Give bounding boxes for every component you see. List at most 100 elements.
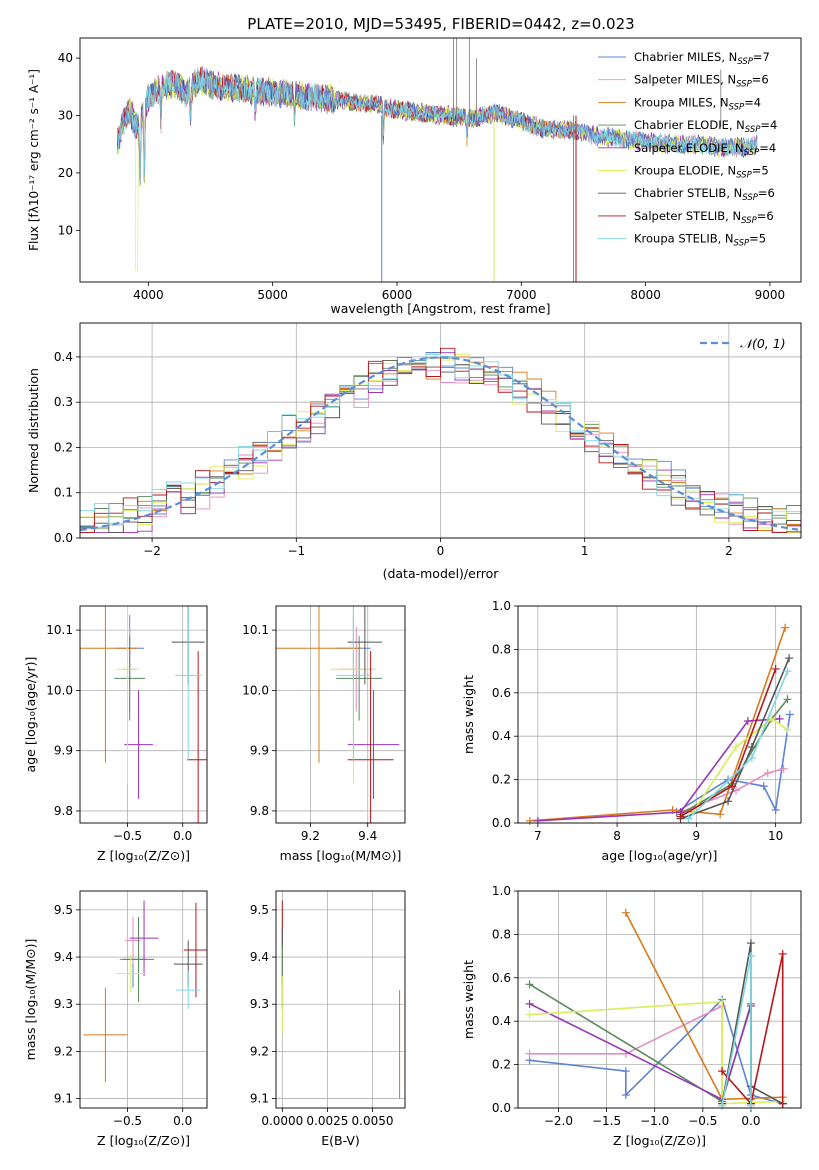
x-tick-label: 0.0025: [306, 1114, 348, 1128]
weight-marker-8: [746, 952, 755, 961]
x-tick-label: 8000: [630, 288, 661, 302]
legend-label: Chabrier STELIB, N: [634, 186, 742, 200]
weight-marker-1: [779, 764, 788, 773]
y-tick-label: 20: [58, 166, 73, 180]
legend-label: Kroupa STELIB, N: [634, 232, 734, 246]
x-tick-label: 6000: [382, 288, 413, 302]
y-tick-label: 9.3: [250, 997, 269, 1011]
x-axis-label: E(B-V): [321, 1133, 360, 1148]
weight-marker-7: [771, 664, 780, 673]
y-tick-label: 9.4: [250, 950, 269, 964]
legend-label: Salpeter STELIB, N: [634, 209, 741, 223]
y-tick-label: 1.0: [492, 599, 511, 613]
y-axis-label: Normed distribution: [26, 368, 41, 493]
weight-marker-2: [525, 816, 534, 825]
weight-line-7: [721, 953, 784, 1106]
weight-marker-8: [746, 1101, 755, 1110]
weight-line-6: [721, 942, 784, 1105]
legend-subscript: SSP: [729, 102, 745, 112]
legend-value: =6: [752, 73, 769, 87]
weight-marker-1: [525, 1049, 534, 1058]
y-tick-label: 0.3: [54, 395, 73, 409]
weight-line-0: [676, 714, 791, 813]
axes-frame: [275, 605, 406, 824]
weight-marker-5: [731, 743, 740, 752]
y-tick-label: 0.4: [54, 350, 73, 364]
weight-marker-7: [778, 1099, 787, 1108]
weight-marker-6: [746, 939, 755, 948]
weight_vs_Z-panel: −2.0 −1.5 −1.0 −0.5 0.0 0.0 0.2 0.4 0.6 0.8 1.0 Z […: [461, 884, 802, 1148]
x-axis-label: Z [log₁₀(Z/Z⊙)]: [613, 1133, 706, 1148]
legend-value: =5: [752, 164, 769, 178]
x-tick-label: −1.0: [640, 1114, 669, 1128]
age_vs_mass-panel: 9.2 9.4 9.8 9.9 10.0 10.1 mass [log₁₀(M/M⊙)]: [242, 605, 406, 863]
y-tick-label: 0.2: [492, 773, 511, 787]
histogram-series-7: [80, 347, 801, 534]
weight-line-2: [529, 627, 786, 822]
y-tick-label: 9.5: [250, 903, 269, 917]
weight-marker-7: [718, 1067, 727, 1076]
y-tick-label: 0.6: [492, 971, 511, 985]
weight-marker-5: [525, 1010, 534, 1019]
legend-subscript: SSP: [744, 148, 760, 158]
y-tick-label: 0.8: [492, 642, 511, 656]
legend-entry-4: Salpeter ELODIE, NSSP=4: [634, 141, 776, 158]
legend-label: Salpeter MILES, N: [634, 73, 736, 87]
axes-frame: [517, 890, 802, 1109]
x-axis-label: mass [log₁₀(M/M⊙)]: [280, 848, 402, 863]
y-tick-label: 10.0: [242, 683, 269, 697]
residuals-panel: −2 −1 0 1 2 0.0 0.1 0.2 0.3 0.4 (data-model)/error…: [26, 322, 802, 581]
weight-marker-6: [747, 743, 756, 752]
weight-marker-0: [759, 782, 768, 791]
legend-value: =6: [757, 209, 774, 223]
legend-subscript: SSP: [736, 171, 752, 181]
x-tick-label: 0.0: [173, 1114, 192, 1128]
legend-entry-0: Chabrier MILES, NSSP=7: [634, 50, 770, 67]
y-tick-label: 0.0: [492, 816, 511, 830]
legend-label: Chabrier MILES, N: [634, 50, 737, 64]
legend-subscript: SSP: [742, 193, 758, 203]
weight-marker-6: [724, 797, 733, 806]
errorbar-points: [80, 606, 207, 823]
axes-frame: [79, 37, 802, 283]
mass_vs_ebv-panel: 0.0000 0.0025 0.0050 9.1 9.2 9.3 9.4 9.5 E(B-V): [250, 890, 406, 1148]
y-axis-label: Flux [fλ10⁻¹⁷ erg cm⁻² s⁻¹ A⁻¹]: [27, 69, 41, 251]
weight-line-5: [529, 1000, 783, 1105]
weight-marker-0: [771, 805, 780, 814]
weight-marker-7: [778, 949, 787, 958]
axes-frame: [79, 322, 802, 539]
y-tick-label: 0.2: [54, 440, 73, 454]
x-tick-label: 9.4: [358, 829, 377, 843]
axes-frame: [517, 605, 802, 824]
legend-entry-6: Chabrier STELIB, NSSP=6: [634, 186, 775, 203]
y-tick-label: 9.1: [250, 1092, 269, 1106]
x-tick-label: 1: [581, 544, 589, 558]
weight-marker-8: [747, 753, 756, 762]
x-axis-label: Z [log₁₀(Z/Z⊙)]: [97, 848, 190, 863]
age_vs_Z-panel: −0.5 0.0 9.8 9.9 10.0 10.1 Z [log₁₀(Z/Z⊙)] age …: [23, 605, 208, 863]
errorbar-points: [83, 900, 207, 1083]
figure-title: PLATE=2010, MJD=53495, FIBERID=0442, z=0…: [247, 15, 634, 33]
weight-marker-7: [728, 782, 737, 791]
weight-marker-7: [676, 812, 685, 821]
x-tick-label: 0.0: [173, 829, 192, 843]
errorbar-points: [276, 606, 400, 823]
y-tick-label: 0.4: [492, 1014, 511, 1028]
weight-line-5: [687, 717, 788, 820]
x-axis-label: Z [log₁₀(Z/Z⊙)]: [97, 1133, 190, 1148]
weight-line-4: [537, 718, 780, 822]
y-tick-label: 0.2: [492, 1058, 511, 1072]
weight-marker-8: [684, 814, 693, 823]
x-tick-label: 2: [725, 544, 733, 558]
y-tick-label: 9.1: [54, 1092, 73, 1106]
legend-value: =5: [749, 232, 766, 246]
y-tick-label: 9.2: [54, 1044, 73, 1058]
y-axis-label: mass [log₁₀(M/M⊙)]: [23, 939, 38, 1061]
y-tick-label: 10.1: [46, 623, 73, 637]
x-tick-label: 7: [534, 829, 542, 843]
weight-marker-0: [724, 775, 733, 784]
weight-line-3: [680, 698, 789, 815]
y-axis-label: mass weight: [461, 675, 476, 754]
normal-reference-curve: [79, 356, 799, 532]
legend-label: Kroupa MILES, N: [634, 95, 729, 109]
